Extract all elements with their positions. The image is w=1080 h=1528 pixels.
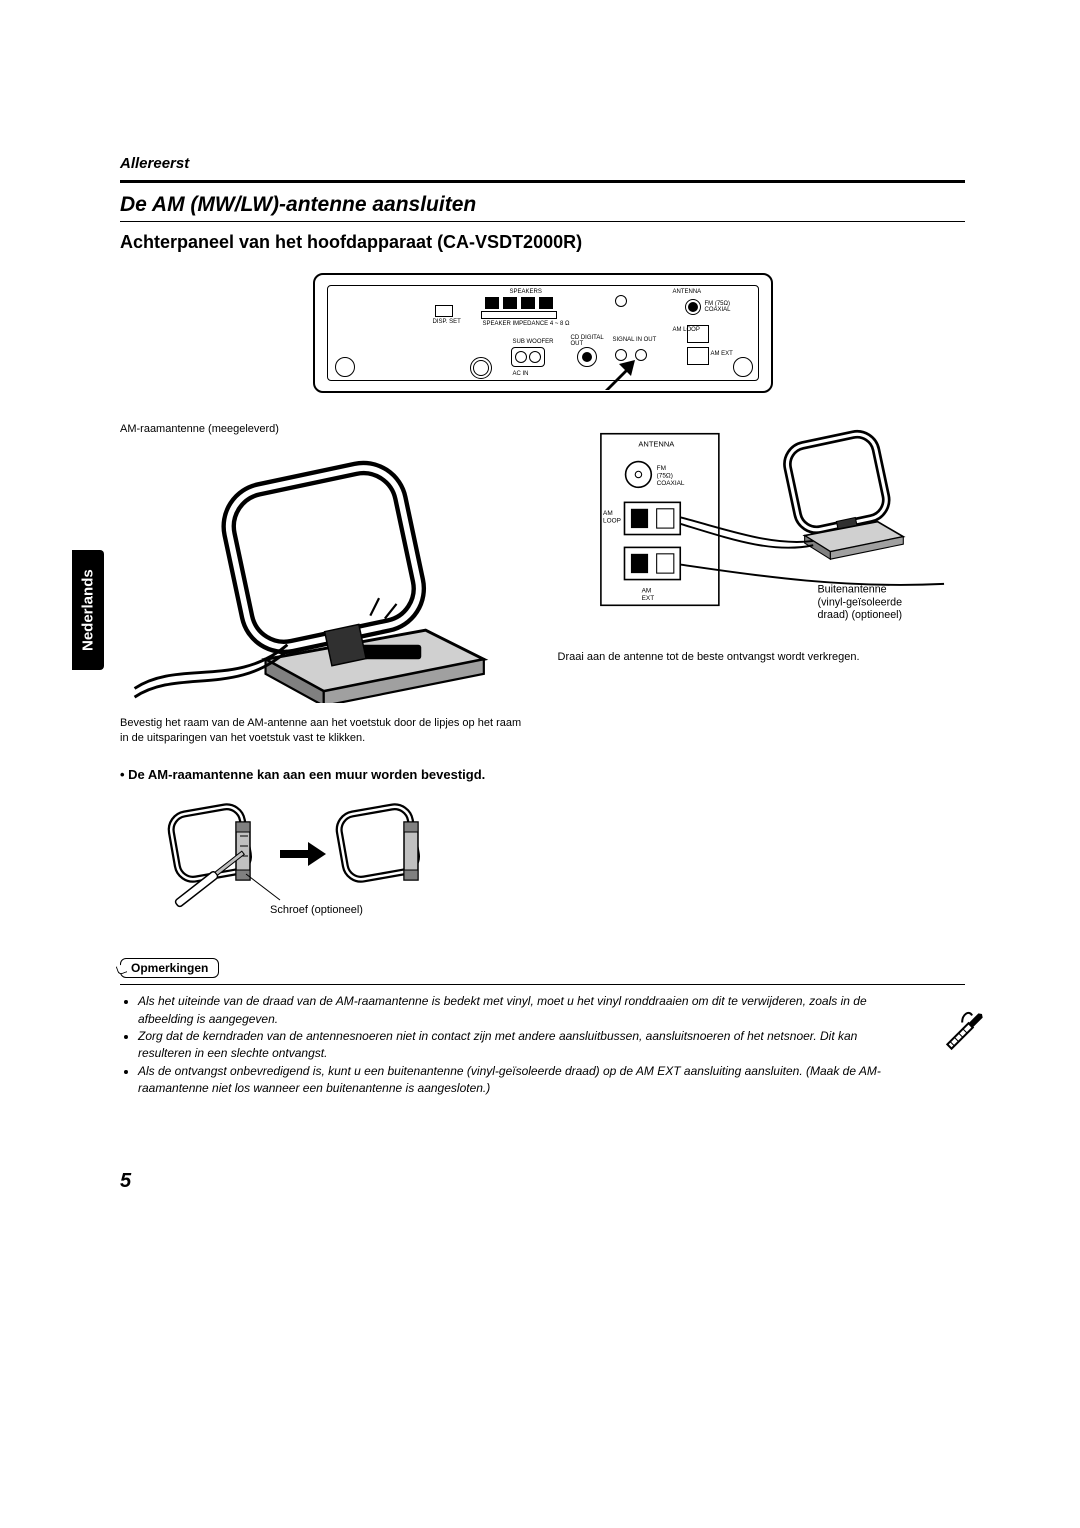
terminal-diagram: ANTENNA FM (75Ω) COAXIAL AM LOOP AM EXT bbox=[558, 423, 966, 747]
svg-text:(75Ω): (75Ω) bbox=[656, 473, 672, 480]
loop-antenna-diagram: AM-raamantenne (meegeleverd) bbox=[120, 423, 528, 747]
subsection-title: Achterpaneel van het hoofdapparaat (CA-V… bbox=[120, 232, 965, 253]
label-outdoor-2: (vinyl-geïsoleerde bbox=[817, 596, 902, 608]
antenna-diagrams-row: AM-raamantenne (meegeleverd) bbox=[120, 423, 965, 747]
label-antenna-top: ANTENNA bbox=[673, 289, 702, 295]
notes-heading-box: Opmerkingen bbox=[120, 958, 219, 978]
label-disp-set: DISP. SET bbox=[433, 319, 461, 325]
svg-text:AM: AM bbox=[641, 587, 651, 594]
page-number: 5 bbox=[120, 1170, 131, 1193]
svg-text:AM: AM bbox=[603, 510, 613, 517]
notes-divider bbox=[120, 984, 965, 985]
label-am-ext-rear: AM EXT bbox=[711, 351, 733, 357]
breadcrumb: Allereerst bbox=[120, 155, 965, 172]
note-item: Als de ontvangst onbevredigend is, kunt … bbox=[138, 1063, 890, 1098]
language-tab: Nederlands bbox=[72, 550, 104, 670]
label-outdoor-3: draad) (optioneel) bbox=[817, 609, 902, 621]
svg-text:EXT: EXT bbox=[641, 595, 654, 602]
label-outdoor-1: Buitenantenne bbox=[817, 583, 886, 595]
label-fm: FM (75Ω) COAXIAL bbox=[705, 301, 745, 313]
vinyl-strip-icon bbox=[935, 1001, 995, 1061]
divider-thick bbox=[120, 180, 965, 183]
label-cd-digital: CD DIGITAL OUT bbox=[571, 335, 611, 347]
divider-thin bbox=[120, 221, 965, 222]
rear-panel-diagram: SPEAKERS SPEAKER IMPEDANCE 4 ~ 8 Ω ANTEN… bbox=[120, 273, 965, 393]
page-content: Allereerst De AM (MW/LW)-antenne aanslui… bbox=[120, 155, 965, 1097]
label-impedance: SPEAKER IMPEDANCE 4 ~ 8 Ω bbox=[483, 321, 570, 327]
caption-loop-instructions: Bevestig het raam van de AM-antenne aan … bbox=[120, 716, 528, 747]
label-subwoofer: SUB WOOFER bbox=[513, 339, 554, 345]
note-item: Zorg dat de kerndraden van de antennesno… bbox=[138, 1028, 890, 1063]
label-antenna: ANTENNA bbox=[638, 440, 674, 449]
label-ac-in: AC IN bbox=[513, 371, 529, 377]
svg-text:FM: FM bbox=[656, 465, 665, 472]
note-item: Als het uiteinde van de draad van de AM-… bbox=[138, 993, 890, 1028]
svg-text:COAXIAL: COAXIAL bbox=[656, 480, 684, 487]
label-speakers: SPEAKERS bbox=[510, 289, 542, 295]
wall-mount-heading: • De AM-raamantenne kan aan een muur wor… bbox=[120, 767, 965, 782]
caption-am-loop: AM-raamantenne (meegeleverd) bbox=[120, 423, 528, 435]
label-am-loop-rear: AM LOOP bbox=[673, 327, 700, 333]
section-title: De AM (MW/LW)-antenne aansluiten bbox=[120, 193, 965, 217]
label-signal: SIGNAL IN OUT bbox=[613, 337, 657, 343]
notes-heading: Opmerkingen bbox=[131, 961, 208, 975]
notes-list: Als het uiteinde van de draad van de AM-… bbox=[120, 993, 890, 1097]
svg-text:LOOP: LOOP bbox=[603, 518, 621, 525]
caption-rotate: Draai aan de antenne tot de beste ontvan… bbox=[558, 650, 966, 665]
wall-mount-diagram: Schroef (optioneel) bbox=[140, 792, 965, 918]
notes-area: Als het uiteinde van de draad van de AM-… bbox=[120, 993, 965, 1097]
